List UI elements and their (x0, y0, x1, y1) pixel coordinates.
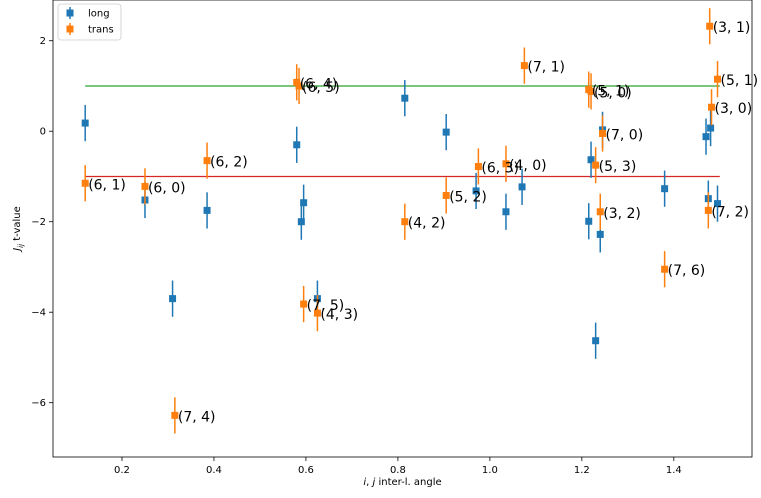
point-label: (4, 3) (320, 307, 358, 323)
point-label: (6, 4) (300, 76, 338, 92)
legend-marker-trans (66, 25, 74, 33)
data-point (300, 199, 308, 207)
data-point (300, 300, 308, 308)
data-point (587, 87, 595, 95)
point-label: (5, 0) (594, 85, 632, 101)
y-tick-label: −6 (31, 398, 46, 409)
point-label: (6, 0) (148, 180, 186, 196)
data-point (707, 124, 715, 132)
data-point (706, 22, 714, 30)
data-point (599, 129, 607, 137)
point-label: (3, 2) (603, 206, 641, 222)
data-point (585, 217, 593, 225)
y-axis-title: Jij t-value (12, 206, 25, 253)
data-point (293, 141, 301, 149)
data-point (702, 133, 710, 141)
data-point (520, 62, 528, 70)
series-trans (81, 8, 722, 434)
y-tick-label: 2 (40, 36, 46, 47)
legend-marker-long (66, 9, 74, 17)
data-point (203, 206, 211, 214)
data-point (708, 103, 716, 111)
data-point (596, 208, 604, 216)
point-label: (4, 2) (408, 216, 446, 232)
data-point (502, 160, 510, 168)
data-point (472, 187, 480, 195)
y-axis: 2 0 −2 −4 −6 (31, 36, 53, 409)
x-tick-label: 0.4 (206, 465, 222, 476)
x-tick-label: 0.2 (114, 465, 130, 476)
x-tick-label: 0.8 (390, 465, 406, 476)
point-label: (7, 0) (606, 127, 644, 143)
data-point (442, 128, 450, 136)
reference-lines (85, 85, 720, 178)
legend-box (57, 3, 122, 41)
data-point (587, 156, 595, 164)
point-label: (3, 1) (713, 20, 751, 36)
data-point (592, 337, 600, 345)
plot-area-frame (52, 0, 753, 458)
data-point (592, 161, 600, 169)
legend-label-long: long (88, 9, 110, 20)
data-point (474, 163, 482, 171)
data-point (169, 295, 177, 303)
point-label: (5, 3) (599, 159, 637, 175)
data-point (313, 309, 321, 317)
data-point (295, 82, 303, 90)
data-point (141, 182, 149, 190)
data-series (81, 8, 722, 434)
point-label: (7, 4) (178, 409, 216, 425)
data-point (661, 265, 669, 273)
data-point (714, 75, 722, 83)
data-point (518, 183, 526, 191)
y-tick-label: −4 (31, 308, 46, 319)
data-point (704, 206, 712, 214)
x-tick-label: 0.6 (298, 465, 314, 476)
data-point (502, 208, 510, 216)
point-label: (4, 0) (509, 158, 547, 174)
y-tick-label: 0 (40, 127, 46, 138)
point-label: (6, 3) (481, 161, 519, 177)
point-labels: (6, 1) (6, 0) (7, 4) (6, 2) (6, 4)(6, 5) (7, … (88, 20, 758, 425)
x-tick-label: 1.0 (482, 465, 498, 476)
data-point (401, 218, 409, 226)
point-label: (6, 1) (88, 177, 126, 193)
point-label: (7, 6) (668, 263, 706, 279)
data-point (203, 157, 211, 165)
point-label: (3, 0) (715, 101, 753, 117)
y-tick-label: −2 (31, 217, 46, 228)
point-label: (5, 2) (449, 189, 487, 205)
data-point (661, 185, 669, 193)
data-point (81, 179, 89, 187)
data-point (171, 411, 179, 419)
data-point (293, 78, 301, 86)
data-point (596, 230, 604, 238)
legend-label-trans: trans (88, 25, 114, 36)
x-axis: 0.2 0.4 0.6 0.8 1.0 1.2 1.4 (114, 457, 682, 476)
point-label: (7, 5) (307, 298, 345, 314)
data-point (442, 191, 450, 199)
point-label: (5, 1) (721, 73, 759, 89)
x-tick-label: 1.4 (666, 465, 682, 476)
point-label: (6, 2) (210, 155, 248, 171)
point-label: (7, 1) (527, 60, 565, 76)
data-point (81, 119, 89, 127)
point-label: (5, 1) (592, 84, 630, 100)
x-axis-title: i, j inter-l. angle (363, 477, 441, 488)
x-tick-label: 1.2 (574, 465, 590, 476)
data-point (297, 218, 305, 226)
legend: long trans (57, 3, 122, 41)
point-label: (7, 2) (711, 204, 749, 220)
data-point (401, 94, 409, 102)
point-label: (6, 5) (302, 80, 340, 96)
data-point (714, 200, 722, 208)
